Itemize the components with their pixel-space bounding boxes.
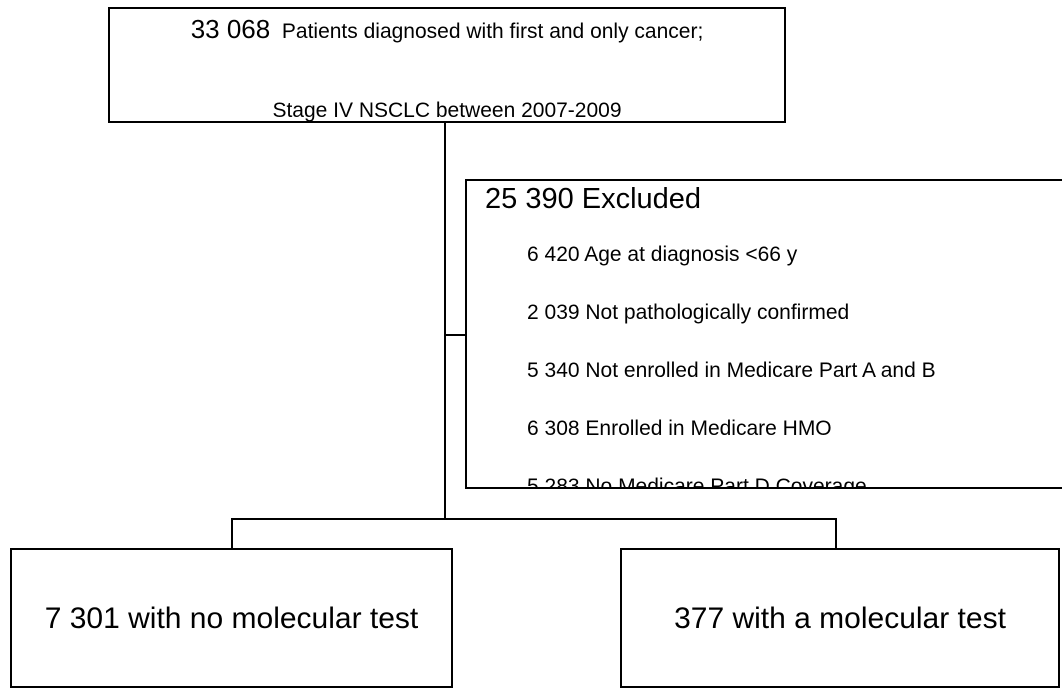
test-box: 377 with a molecular test [620,548,1060,688]
cohort-detail: Stage IV NSCLC between 2007-2009 [272,99,622,122]
excluded-box: 25 390 Excluded 6 420 Age at diagnosis <… [465,179,1062,489]
cohort-count: 33 068 [190,14,271,44]
no-test-box: 7 301 with no molecular test [10,548,453,688]
excluded-list: 6 420 Age at diagnosis <66 y 2 039 Not pa… [527,243,1027,489]
no-test-label: 7 301 with no molecular test [44,602,419,635]
excluded-item: 5 283 No Medicare Part D Coverage [527,475,867,489]
excluded-item: 6 420 Age at diagnosis <66 y [527,243,798,266]
cohort-box: 33 068 Patients diagnosed with first and… [108,7,786,123]
excluded-item: 5 340 Not enrolled in Medicare Part A an… [527,359,936,382]
cohort-text: 33 068 Patients diagnosed with first and… [110,15,784,46]
excluded-item: 6 308 Enrolled in Medicare HMO [527,417,832,440]
cohort-label: Patients diagnosed with first and only c… [281,20,704,43]
excluded-item: 2 039 Not pathologically confirmed [527,301,850,324]
excluded-title: 25 390 Excluded [485,183,702,215]
test-label: 377 with a molecular test [674,602,1006,635]
